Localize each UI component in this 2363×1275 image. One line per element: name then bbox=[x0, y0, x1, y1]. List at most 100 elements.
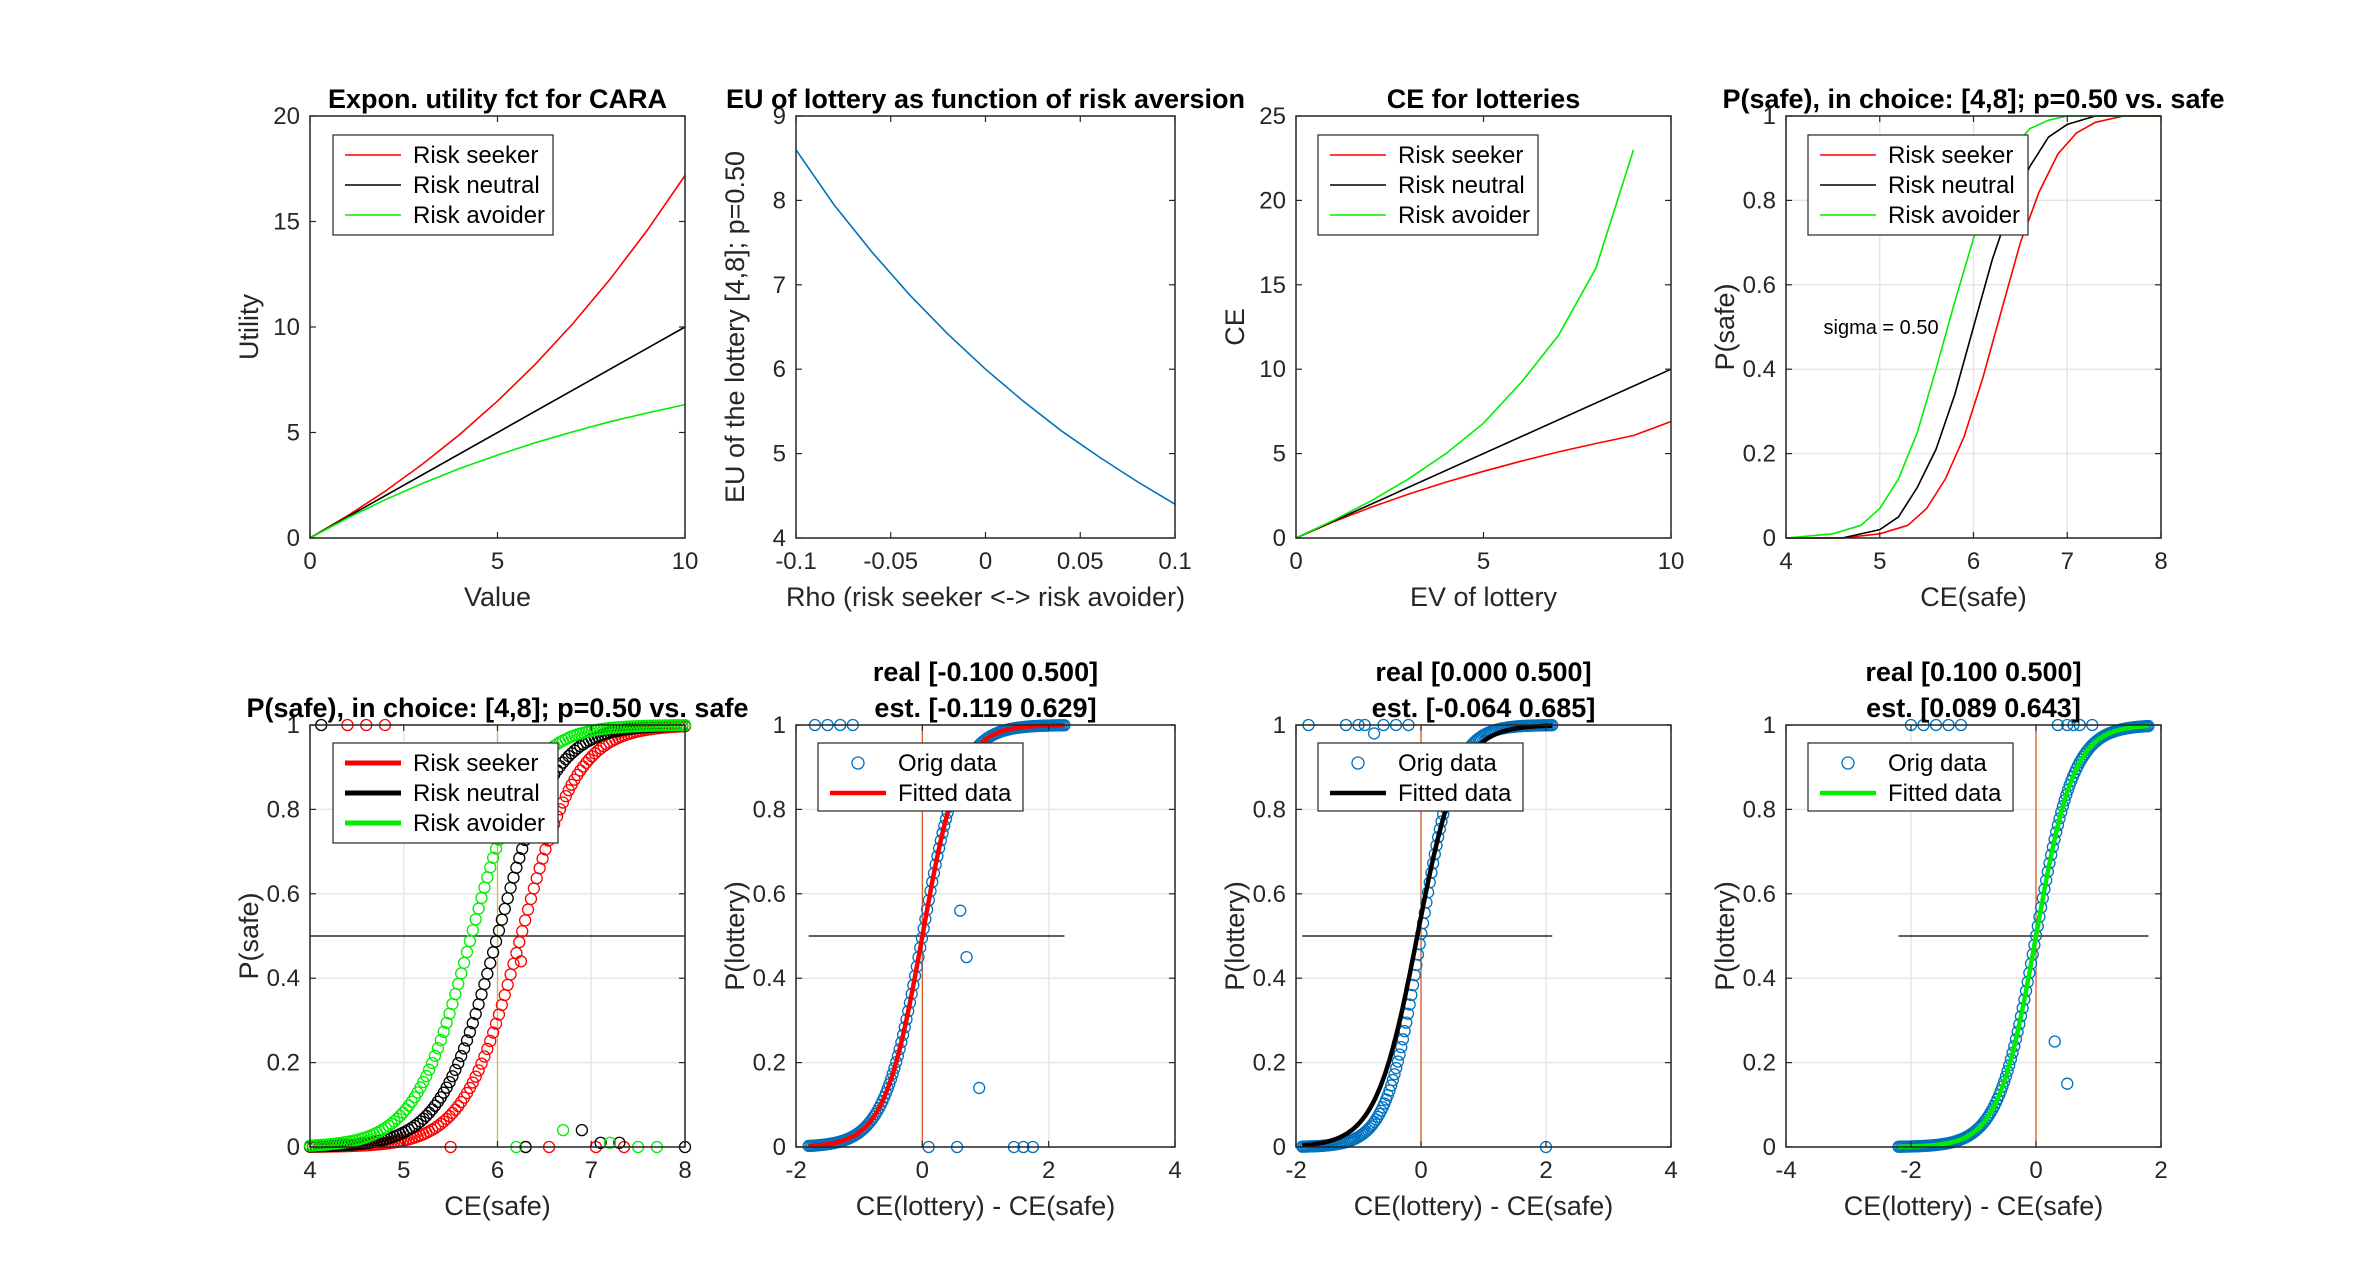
x-axis-label: CE(lottery) - CE(safe) bbox=[856, 1191, 1116, 1221]
x-tick-label: 5 bbox=[1873, 548, 1886, 575]
legend: Orig data Fitted data bbox=[1807, 742, 2014, 812]
data-point bbox=[489, 1017, 503, 1030]
y-tick-label: 25 bbox=[1259, 103, 1286, 130]
x-tick-label: 0 bbox=[916, 1157, 929, 1184]
y-tick-label: 0.8 bbox=[1743, 796, 1776, 823]
data-point bbox=[437, 1025, 450, 1038]
legend-label: Risk avoider bbox=[1398, 202, 1530, 229]
data-point bbox=[574, 764, 587, 777]
orig-outlier-point bbox=[2061, 1077, 2074, 1090]
x-tick-label: 5 bbox=[491, 548, 504, 575]
y-axis-label: P(lottery) bbox=[720, 881, 750, 991]
y-tick-label: 7 bbox=[773, 272, 786, 299]
x-tick-label: 4 bbox=[1664, 1157, 1677, 1184]
data-point bbox=[423, 1063, 436, 1076]
legend-swatch bbox=[1351, 756, 1365, 770]
orig-data-point bbox=[1385, 1079, 1398, 1092]
x-tick-label: 4 bbox=[303, 1157, 316, 1184]
x-axis-label: CE(lottery) - CE(safe) bbox=[1844, 1191, 2104, 1221]
x-tick-label: 6 bbox=[1967, 548, 1980, 575]
data-point bbox=[399, 1103, 413, 1116]
plot-area bbox=[309, 175, 686, 539]
fitted-curve bbox=[1302, 723, 1553, 1148]
y-tick-label: 0 bbox=[773, 1134, 786, 1161]
y-tick-label: 0.2 bbox=[1743, 441, 1776, 468]
data-point bbox=[559, 789, 572, 803]
data-point bbox=[466, 1076, 479, 1089]
x-tick-label: 0 bbox=[2029, 1157, 2042, 1184]
y-tick-label: 4 bbox=[773, 525, 786, 552]
y-tick-label: 0 bbox=[1273, 1134, 1286, 1161]
x-tick-label: 0 bbox=[979, 548, 992, 575]
outlier-point bbox=[613, 1136, 626, 1149]
plot-area bbox=[1785, 115, 2161, 539]
y-tick-label: 20 bbox=[1259, 187, 1286, 214]
orig-data-point bbox=[1393, 1048, 1406, 1061]
y-axis-label: P(lottery) bbox=[1220, 881, 1250, 991]
fitted-curve bbox=[1898, 723, 2149, 1149]
data-point bbox=[513, 851, 526, 865]
legend-label: Fitted data bbox=[1398, 780, 1512, 807]
y-tick-label: 1 bbox=[1763, 103, 1776, 130]
y-tick-label: 15 bbox=[1259, 272, 1286, 299]
y-tick-label: 1 bbox=[1763, 712, 1776, 739]
y-axis-label: P(safe) bbox=[1710, 283, 1740, 370]
orig-outlier-point bbox=[973, 1081, 986, 1095]
fitted-curve bbox=[808, 722, 1065, 1149]
orig-outlier-point bbox=[960, 950, 973, 964]
y-tick-label: 15 bbox=[273, 209, 300, 236]
y-tick-label: 0.4 bbox=[1743, 965, 1776, 992]
series-line bbox=[1786, 115, 2161, 539]
series-line bbox=[309, 175, 686, 539]
x-axis-label: CE(lottery) - CE(safe) bbox=[1354, 1191, 1614, 1221]
plot-area bbox=[795, 149, 1176, 505]
orig-data-point bbox=[1390, 1061, 1403, 1075]
y-tick-label: 0 bbox=[1273, 525, 1286, 552]
y-axis-label: CE bbox=[1220, 308, 1250, 346]
x-tick-label: -2 bbox=[1285, 1157, 1306, 1184]
x-tick-label: 2 bbox=[2154, 1157, 2167, 1184]
legend-label: Fitted data bbox=[1888, 780, 2002, 807]
chart-title: CE for lotteries bbox=[1387, 84, 1581, 114]
series-line bbox=[795, 149, 1176, 505]
panel-8: -4 -2 0 2 0 0.2 0.4 0.6 0.8 1 CE(lottery) - CE(saf… bbox=[1710, 657, 2168, 1221]
outlier-point bbox=[514, 955, 528, 968]
y-tick-label: 1 bbox=[287, 712, 300, 739]
legend-box bbox=[1317, 742, 1524, 812]
x-axis-label: CE(safe) bbox=[444, 1191, 551, 1221]
data-point bbox=[481, 1042, 494, 1056]
x-tick-label: 7 bbox=[2061, 548, 2074, 575]
data-point bbox=[449, 1103, 462, 1116]
panel-2: -0.1 -0.05 0 0.05 0.1 4 5 6 7 8 9 Rho (risk seeker … bbox=[720, 84, 1245, 612]
x-tick-label: 4 bbox=[1168, 1157, 1181, 1184]
chart-title: P(safe), in choice: [4,8]; p=0.50 vs. sa… bbox=[247, 693, 749, 723]
data-point bbox=[434, 1034, 447, 1047]
legend-label: Risk seeker bbox=[413, 142, 538, 169]
orig-data-point bbox=[1395, 1040, 1408, 1054]
axes-frame bbox=[1785, 724, 2162, 1148]
x-tick-label: -0.05 bbox=[863, 548, 918, 575]
legend-label: Risk neutral bbox=[1888, 172, 2015, 199]
legend-swatch bbox=[851, 756, 865, 770]
data-point bbox=[431, 1042, 445, 1055]
annotation-text: sigma = 0.50 bbox=[1824, 317, 1939, 339]
panel-3: 0 5 10 0 5 10 15 20 25 EV of lottery CE CE for lott… bbox=[1220, 84, 1684, 612]
orig-data-point bbox=[1386, 1073, 1400, 1087]
x-tick-label: 0.1 bbox=[1158, 548, 1191, 575]
chart-title: P(safe), in choice: [4,8]; p=0.50 vs. sa… bbox=[1723, 84, 2225, 114]
data-point bbox=[443, 1075, 456, 1089]
outlier-point bbox=[603, 1136, 617, 1149]
y-tick-label: 1 bbox=[1273, 712, 1286, 739]
data-point bbox=[417, 1075, 430, 1089]
x-tick-label: 10 bbox=[1658, 548, 1685, 575]
y-tick-label: 0 bbox=[287, 525, 300, 552]
data-point bbox=[425, 1103, 439, 1116]
legend-box bbox=[1807, 742, 2014, 812]
y-tick-label: 5 bbox=[773, 441, 786, 468]
chart-title: Expon. utility fct for CARA bbox=[328, 84, 667, 114]
y-tick-label: 8 bbox=[773, 187, 786, 214]
y-tick-label: 0 bbox=[1763, 1134, 1776, 1161]
